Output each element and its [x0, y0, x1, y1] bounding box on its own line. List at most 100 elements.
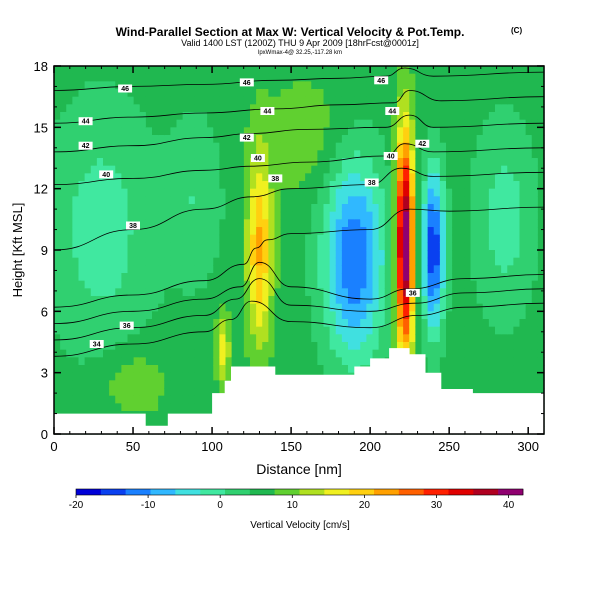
heatmap-cell: [286, 311, 294, 320]
heatmap-cell: [329, 119, 337, 128]
heatmap-cell: [182, 250, 190, 259]
heatmap-cell: [145, 403, 153, 412]
heatmap-cell: [519, 326, 527, 335]
heatmap-cell: [409, 211, 416, 220]
heatmap-cell: [139, 288, 147, 297]
heatmap-cell: [537, 96, 545, 105]
heatmap-cell: [158, 342, 165, 351]
heatmap-cell: [207, 372, 214, 381]
heatmap-cell: [145, 165, 153, 174]
heatmap-cell: [225, 342, 233, 351]
heatmap-cell: [341, 89, 349, 98]
heatmap-cell: [231, 280, 239, 289]
heatmap-cell: [78, 250, 86, 259]
heatmap-cell: [323, 127, 331, 136]
y-tick-label: 0: [41, 427, 48, 442]
heatmap-cell: [78, 257, 86, 266]
heatmap-cell: [439, 204, 447, 213]
heatmap-cell: [139, 265, 147, 274]
heatmap-cell: [305, 173, 312, 182]
heatmap-cell: [360, 250, 367, 259]
heatmap-cell: [439, 342, 447, 351]
heatmap-cell: [286, 150, 294, 159]
heatmap-cell: [60, 73, 67, 82]
heatmap-cell: [305, 66, 312, 75]
heatmap-cell: [96, 357, 104, 366]
heatmap-cell: [525, 89, 533, 98]
heatmap-cell: [495, 319, 502, 328]
heatmap-cell: [390, 280, 398, 289]
heatmap-cell: [262, 81, 269, 90]
heatmap-cell: [84, 73, 92, 82]
heatmap-cell: [415, 319, 423, 328]
heatmap-cell: [145, 395, 153, 404]
heatmap-cell: [329, 288, 337, 297]
heatmap-cell: [268, 319, 276, 328]
heatmap-cell: [262, 265, 269, 274]
heatmap-cell: [311, 242, 318, 251]
heatmap-cell: [292, 142, 300, 151]
heatmap-cell: [201, 319, 208, 328]
heatmap-cell: [354, 135, 361, 144]
heatmap-cell: [96, 119, 104, 128]
heatmap-cell: [164, 234, 171, 243]
heatmap-cell: [323, 181, 331, 190]
heatmap-cell: [476, 142, 484, 151]
heatmap-cell: [176, 96, 184, 105]
theta-label: 44: [264, 109, 272, 116]
heatmap-cell: [121, 265, 129, 274]
heatmap-cell: [317, 89, 325, 98]
colorbar-label: Vertical Velocity [cm/s]: [250, 520, 350, 531]
heatmap-cell: [427, 73, 435, 82]
heatmap-cell: [127, 104, 135, 113]
heatmap-cell: [403, 119, 410, 128]
heatmap-cell: [103, 89, 110, 98]
heatmap-cell: [501, 66, 508, 75]
heatmap-cell: [519, 73, 527, 82]
heatmap-cell: [201, 188, 208, 197]
heatmap-cell: [537, 280, 545, 289]
heatmap-cell: [433, 357, 441, 366]
heatmap-cell: [188, 150, 196, 159]
heatmap-cell: [446, 211, 453, 220]
heatmap-cell: [121, 242, 129, 251]
heatmap-cell: [286, 96, 294, 105]
heatmap-cell: [158, 388, 165, 397]
heatmap-cell: [158, 181, 165, 190]
heatmap-cell: [194, 66, 202, 75]
heatmap-cell: [109, 326, 116, 335]
heatmap-cell: [54, 342, 61, 351]
heatmap-cell: [188, 204, 196, 213]
heatmap-cell: [299, 81, 306, 90]
heatmap-cell: [317, 96, 325, 105]
heatmap-cell: [268, 242, 276, 251]
heatmap-cell: [366, 234, 374, 243]
heatmap-cell: [54, 296, 61, 305]
theta-label-box: [239, 133, 254, 142]
heatmap-cell: [84, 211, 92, 220]
heatmap-cell: [152, 135, 159, 144]
heatmap-cell: [145, 418, 153, 427]
heatmap-cell: [507, 273, 514, 282]
heatmap-cell: [103, 196, 110, 205]
heatmap-cell: [335, 311, 343, 320]
heatmap-cell: [188, 81, 196, 90]
heatmap-cell: [54, 380, 61, 389]
heatmap-cell: [60, 165, 67, 174]
heatmap-cell: [452, 204, 459, 213]
heatmap-cell: [329, 265, 337, 274]
heatmap-cell: [501, 388, 508, 397]
heatmap-cell: [194, 196, 202, 205]
heatmap-cell: [225, 365, 233, 374]
heatmap-cell: [188, 181, 196, 190]
heatmap-cell: [170, 73, 178, 82]
theta-label-box: [78, 117, 93, 126]
heatmap-cell: [519, 135, 527, 144]
heatmap-cell: [354, 211, 361, 220]
heatmap-cell: [256, 280, 263, 289]
heatmap-cell: [384, 342, 392, 351]
heatmap-cell: [207, 349, 214, 358]
heatmap-cell: [145, 357, 153, 366]
heatmap-cell: [60, 96, 67, 105]
heatmap-cell: [158, 135, 165, 144]
